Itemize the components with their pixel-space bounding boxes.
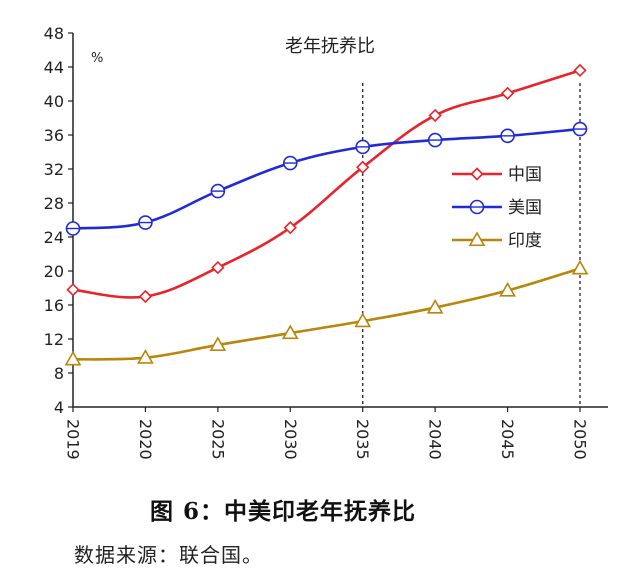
legend-entry: 印度 (452, 231, 542, 251)
y-tick-label: 8 (54, 364, 64, 383)
data-point (64, 350, 82, 366)
legend-entry: 美国 (452, 198, 542, 218)
x-tick-label: 2045 (498, 419, 517, 460)
data-point (428, 108, 442, 123)
y-tick-label: 12 (44, 330, 64, 349)
axes (68, 32, 608, 412)
y-tick-label: 20 (44, 262, 64, 281)
data-point (426, 298, 444, 314)
y-tick-label: 16 (44, 296, 64, 315)
data-point (283, 221, 297, 235)
data-point (137, 349, 154, 364)
x-tick-label: 2030 (281, 419, 300, 460)
y-tick-label: 28 (44, 194, 64, 213)
unit-label: % (91, 51, 103, 66)
y-tick-label: 48 (44, 24, 64, 43)
data-point (138, 289, 153, 304)
legend-label: 美国 (508, 198, 542, 218)
y-tick-label: 40 (44, 92, 64, 111)
series-line (72, 127, 581, 230)
legend-label: 中国 (508, 165, 542, 185)
series-3 (64, 259, 589, 366)
x-tick-label: 2035 (353, 419, 372, 460)
legend-entry: 中国 (452, 165, 542, 185)
y-tick-label: 36 (44, 126, 64, 145)
series-line (72, 69, 581, 299)
y-tick-label: 44 (44, 58, 64, 77)
data-point (571, 259, 589, 275)
data-point (281, 324, 299, 340)
series-layer (64, 63, 589, 366)
x-tick-label: 2025 (208, 419, 227, 460)
data-point (211, 260, 225, 275)
y-tick-label: 4 (54, 398, 64, 417)
legend-label: 印度 (508, 231, 542, 251)
legend-marker (468, 231, 486, 247)
y-tick-label: 24 (44, 228, 64, 247)
legend-marker (470, 167, 484, 181)
x-tick-label: 2050 (571, 419, 590, 460)
x-tick-label: 2040 (426, 419, 445, 460)
data-source-note: 数据来源：联合国。 (74, 543, 263, 567)
data-point (573, 63, 587, 78)
y-tick-label: 32 (44, 160, 64, 179)
reference-lines (362, 83, 581, 407)
x-tick-label: 2020 (136, 419, 155, 460)
figure-caption: 图 6：中美印老年抚养比 (150, 498, 417, 525)
data-point (66, 283, 80, 297)
data-point (499, 281, 516, 297)
x-tick-label: 2019 (64, 419, 83, 460)
series-1 (66, 63, 587, 304)
data-point (209, 336, 227, 352)
data-point (354, 312, 372, 328)
chart-title: 老年抚养比 (285, 36, 375, 57)
data-point (500, 86, 515, 100)
series-2 (65, 121, 588, 236)
data-point (356, 160, 370, 174)
series-line (72, 267, 581, 361)
